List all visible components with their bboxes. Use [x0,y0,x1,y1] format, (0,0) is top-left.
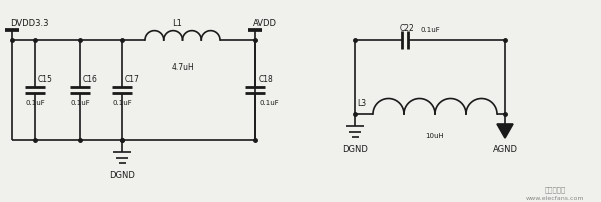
Text: L3: L3 [357,99,366,107]
Text: C15: C15 [38,75,53,84]
Text: AVDD: AVDD [253,19,277,28]
Text: 0.1uF: 0.1uF [25,99,45,105]
Text: 0.1uF: 0.1uF [420,27,440,33]
Text: L1: L1 [172,19,182,28]
Polygon shape [497,124,513,138]
Text: 0.1uF: 0.1uF [112,99,132,105]
Text: DGND: DGND [109,170,135,179]
Text: C16: C16 [83,75,98,84]
Text: 0.1uF: 0.1uF [70,99,90,105]
Text: C17: C17 [125,75,140,84]
Text: C18: C18 [259,75,273,84]
Text: DVDD3.3: DVDD3.3 [10,19,49,28]
Text: 10uH: 10uH [426,132,444,138]
Text: www.elecfans.com: www.elecfans.com [526,195,584,200]
Text: DGND: DGND [342,144,368,153]
Text: 0.1uF: 0.1uF [259,99,279,105]
Text: C22: C22 [400,24,415,33]
Text: AGND: AGND [492,144,517,153]
Text: 4.7uH: 4.7uH [171,63,194,72]
Text: 电子发烧友: 电子发烧友 [545,185,566,192]
